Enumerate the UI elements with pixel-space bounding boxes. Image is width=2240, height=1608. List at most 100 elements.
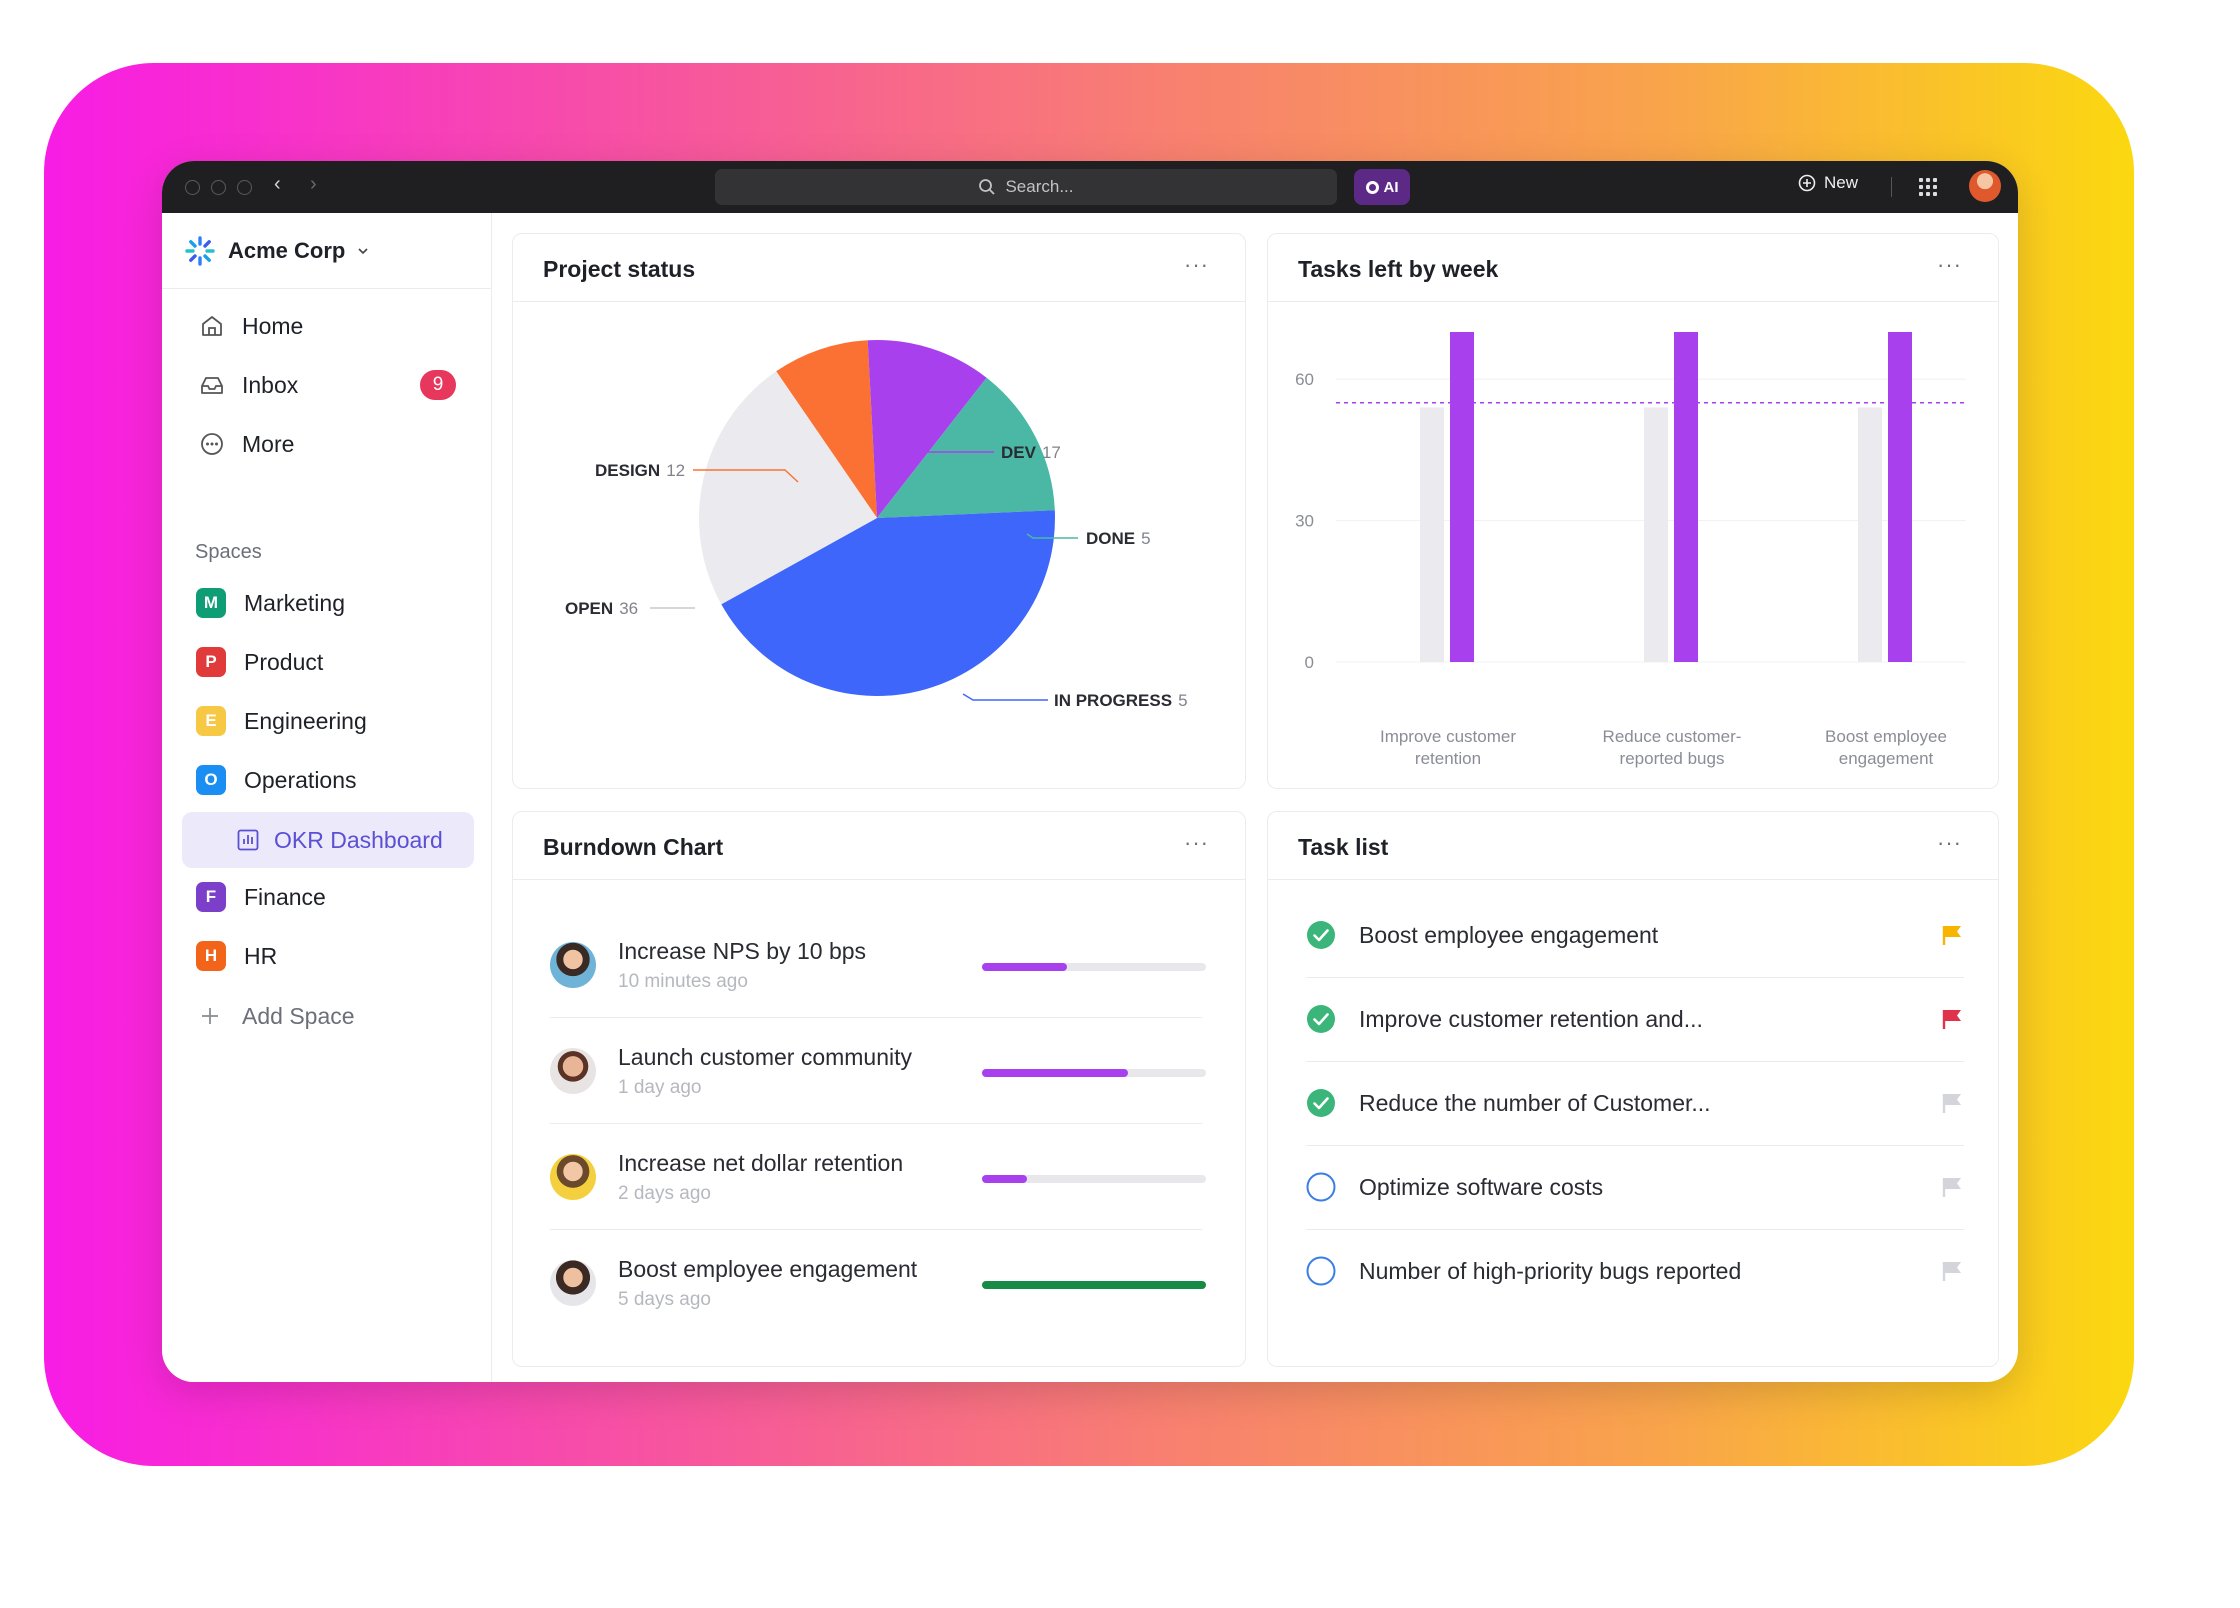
user-avatar[interactable] xyxy=(1969,170,2001,202)
flag-icon[interactable] xyxy=(1940,1091,1964,1115)
bar[interactable] xyxy=(1858,407,1882,662)
project-status-pie-chart: DESIGN 12 DEV 17 DONE 5 IN PROGRESS 5 OPEN 36 xyxy=(565,340,1188,710)
empty-circle-icon[interactable] xyxy=(1306,1256,1336,1286)
x-category-label: Improve customer retention xyxy=(1380,727,1516,768)
empty-circle-icon[interactable] xyxy=(1306,1172,1336,1202)
row-divider xyxy=(550,1229,1202,1230)
pie-slice-done[interactable] xyxy=(877,377,1055,518)
window-minimize-button[interactable] xyxy=(211,180,226,195)
card-header: Burndown Chart ··· xyxy=(513,812,1245,880)
pie-slices xyxy=(699,340,1055,696)
task-row[interactable]: Boost employee engagement xyxy=(1306,894,1964,978)
nav-more-label: More xyxy=(242,430,295,457)
avatar xyxy=(550,1154,596,1200)
x-category-label: Reduce customer-reported bugs xyxy=(1603,727,1742,768)
window-close-button[interactable] xyxy=(185,180,200,195)
pie-slice-design[interactable] xyxy=(776,340,877,518)
card-menu-button[interactable]: ··· xyxy=(1184,830,1209,855)
pie-slice-open[interactable] xyxy=(699,371,877,605)
task-row[interactable]: Improve customer retention and... xyxy=(1306,978,1964,1062)
task-row[interactable]: Number of high-priority bugs reported xyxy=(1306,1230,1964,1314)
row-divider xyxy=(1306,1145,1964,1146)
burndown-row[interactable]: Launch customer community 1 day ago xyxy=(550,1018,1206,1124)
row-divider xyxy=(1306,1061,1964,1062)
tasks-left-by-week-card: Tasks left by week ··· 0 30 60 Improve c… xyxy=(1267,233,1999,789)
slice-label-in-progress: IN PROGRESS 5 xyxy=(1054,691,1188,710)
bar[interactable] xyxy=(1888,332,1912,662)
task-name: Number of high-priority bugs reported xyxy=(1359,1258,1742,1284)
apps-grid-icon[interactable] xyxy=(1919,178,1937,196)
ai-button[interactable]: AI xyxy=(1354,169,1410,205)
card-menu-button[interactable]: ··· xyxy=(1184,252,1209,277)
check-circle-icon[interactable] xyxy=(1306,1088,1336,1118)
bar[interactable] xyxy=(1674,332,1698,662)
app-window: ‹ › Search... AI New xyxy=(162,161,2018,1382)
bar[interactable] xyxy=(1450,332,1474,662)
task-name: Optimize software costs xyxy=(1359,1174,1604,1200)
row-divider xyxy=(1306,977,1964,978)
window-zoom-button[interactable] xyxy=(237,180,252,195)
card-menu-button[interactable]: ··· xyxy=(1937,830,1962,855)
flag-icon[interactable] xyxy=(1940,1175,1964,1199)
bar[interactable] xyxy=(1644,407,1668,662)
space-finance[interactable]: F Finance xyxy=(196,879,326,915)
add-space-label: Add Space xyxy=(242,1002,355,1029)
avatar xyxy=(550,942,596,988)
task-row[interactable]: Reduce the number of Customer... xyxy=(1306,1062,1964,1146)
card-menu-button[interactable]: ··· xyxy=(1937,252,1962,277)
task-row[interactable]: Optimize software costs xyxy=(1306,1146,1964,1230)
card-title: Task list xyxy=(1298,834,1389,860)
avatar xyxy=(550,1260,596,1306)
title-bar: ‹ › Search... AI New xyxy=(162,161,2018,213)
nav-home[interactable]: Home xyxy=(198,308,303,344)
leader-line-design xyxy=(693,469,799,483)
search-icon xyxy=(979,179,996,195)
pie-slice-in-progress[interactable] xyxy=(721,510,1055,696)
new-button[interactable]: New xyxy=(1798,173,1858,193)
burndown-timestamp: 1 day ago xyxy=(618,1077,702,1098)
flag-icon[interactable] xyxy=(1940,1259,1964,1283)
task-name: Improve customer retention and... xyxy=(1359,1006,1703,1032)
burndown-row[interactable]: Increase NPS by 10 bps 10 minutes ago xyxy=(550,912,1206,1018)
inbox-badge: 9 xyxy=(420,370,456,400)
space-product[interactable]: P Product xyxy=(196,644,323,680)
nav-inbox[interactable]: Inbox xyxy=(198,367,298,403)
back-arrow-icon[interactable]: ‹ xyxy=(274,173,281,195)
burndown-row[interactable]: Increase net dollar retention 2 days ago xyxy=(550,1124,1206,1230)
plus-icon xyxy=(202,1008,218,1024)
add-space-button[interactable]: Add Space xyxy=(196,998,355,1034)
space-marketing[interactable]: M Marketing xyxy=(196,585,345,621)
space-engineering[interactable]: E Engineering xyxy=(196,703,367,739)
chevron-down-icon xyxy=(358,248,368,255)
slice-label-design: DESIGN 12 xyxy=(595,461,685,480)
progress-track xyxy=(982,1069,1206,1077)
bar[interactable] xyxy=(1420,407,1444,662)
space-hr[interactable]: H HR xyxy=(196,938,277,974)
flag-icon[interactable] xyxy=(1940,923,1964,947)
workspace-divider xyxy=(162,288,491,289)
search-bar[interactable]: Search... xyxy=(715,169,1337,205)
sidebar-item-okr-dashboard[interactable]: OKR Dashboard xyxy=(182,812,474,868)
space-label: Product xyxy=(244,648,324,675)
workspace-switcher[interactable]: Acme Corp xyxy=(184,231,369,271)
forward-arrow-icon[interactable]: › xyxy=(310,173,317,195)
leader-line-in-progress xyxy=(962,693,1048,701)
check-circle-icon[interactable] xyxy=(1306,1004,1336,1034)
space-operations[interactable]: O Operations xyxy=(196,762,357,798)
row-divider xyxy=(550,1017,1202,1018)
burndown-row[interactable]: Boost employee engagement 5 days ago xyxy=(550,1230,1206,1336)
burndown-goal-name: Boost employee engagement xyxy=(618,1256,918,1282)
space-label: HR xyxy=(244,942,278,969)
space-avatar: O xyxy=(196,765,226,795)
inbox-icon xyxy=(201,377,223,394)
slice-label-dev: DEV 17 xyxy=(1001,443,1061,462)
burndown-goal-name: Launch customer community xyxy=(618,1044,913,1070)
nav-home-label: Home xyxy=(242,312,304,339)
check-circle-icon[interactable] xyxy=(1306,920,1336,950)
task-list-card: Task list ··· Boost employee engagement I… xyxy=(1267,811,1999,1367)
nav-more[interactable]: More xyxy=(198,426,294,462)
y-tick-label: 30 xyxy=(1295,512,1314,531)
x-category-label: Boost employee engagement xyxy=(1825,727,1947,768)
pie-slice-dev[interactable] xyxy=(867,340,987,518)
flag-icon[interactable] xyxy=(1940,1007,1964,1031)
